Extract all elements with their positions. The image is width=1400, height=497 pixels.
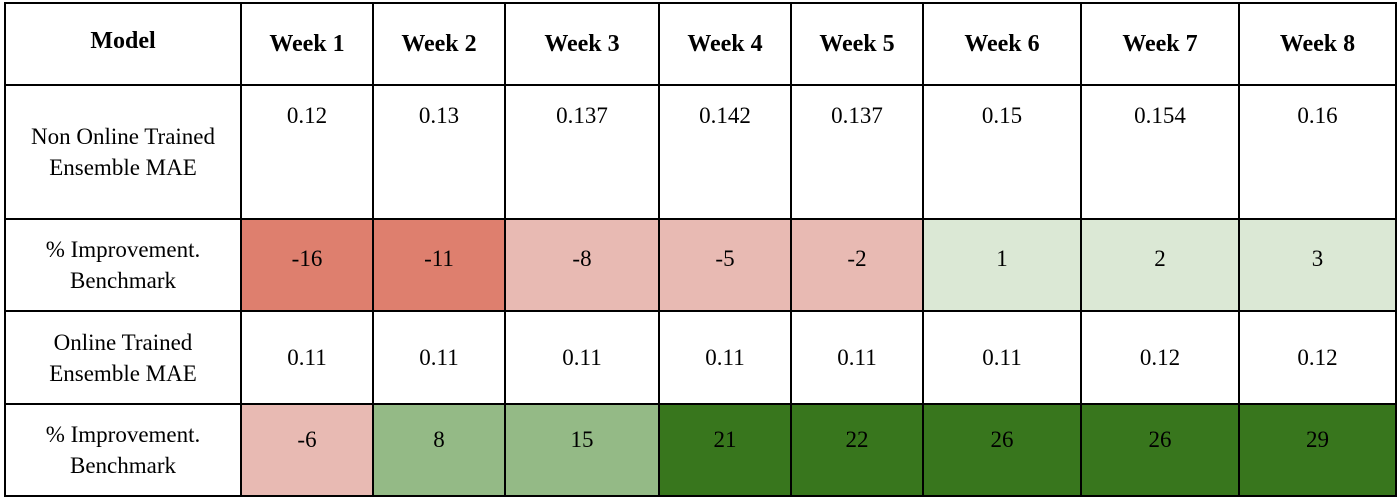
table-cell: 1 bbox=[922, 218, 1082, 312]
table-cell: 8 bbox=[372, 403, 506, 497]
table-cell: -5 bbox=[658, 218, 792, 312]
header-cell-week-2: Week 2 bbox=[372, 2, 506, 86]
table-cell: 0.11 bbox=[658, 310, 792, 405]
table-cell: -2 bbox=[790, 218, 924, 312]
table-cell: 0.12 bbox=[240, 84, 374, 220]
table-row-improvement-non-online: % Improvement. Benchmark -16 -11 -8 -5 -… bbox=[4, 218, 1397, 312]
table-cell: 0.15 bbox=[922, 84, 1082, 220]
row-label: % Improvement. Benchmark bbox=[4, 218, 242, 312]
table-cell: 0.11 bbox=[372, 310, 506, 405]
results-table: Model Week 1 Week 2 Week 3 Week 4 Week 5… bbox=[4, 2, 1397, 497]
header-cell-week-6: Week 6 bbox=[922, 2, 1082, 86]
table-cell: 21 bbox=[658, 403, 792, 497]
table-cell: -16 bbox=[240, 218, 374, 312]
table-row-improvement-online: % Improvement. Benchmark -6 8 15 21 22 2… bbox=[4, 403, 1397, 497]
table-cell: 0.13 bbox=[372, 84, 506, 220]
header-cell-model: Model bbox=[4, 2, 242, 86]
table-cell: 26 bbox=[1080, 403, 1240, 497]
table-cell: 0.154 bbox=[1080, 84, 1240, 220]
header-cell-week-8: Week 8 bbox=[1238, 2, 1397, 86]
table-cell: 0.11 bbox=[790, 310, 924, 405]
table-row-non-online-mae: Non Online Trained Ensemble MAE 0.12 0.1… bbox=[4, 84, 1397, 220]
table-cell: 0.137 bbox=[790, 84, 924, 220]
table-cell: 0.11 bbox=[504, 310, 660, 405]
table-cell: -11 bbox=[372, 218, 506, 312]
table-row-online-mae: Online Trained Ensemble MAE 0.11 0.11 0.… bbox=[4, 310, 1397, 405]
header-cell-week-1: Week 1 bbox=[240, 2, 374, 86]
header-cell-week-3: Week 3 bbox=[504, 2, 660, 86]
table-cell: 2 bbox=[1080, 218, 1240, 312]
table-cell: 22 bbox=[790, 403, 924, 497]
table-cell: 15 bbox=[504, 403, 660, 497]
table-cell: 0.16 bbox=[1238, 84, 1397, 220]
row-label: % Improvement. Benchmark bbox=[4, 403, 242, 497]
table-cell: 29 bbox=[1238, 403, 1397, 497]
header-cell-week-5: Week 5 bbox=[790, 2, 924, 86]
row-label: Non Online Trained Ensemble MAE bbox=[4, 84, 242, 220]
table-cell: 0.137 bbox=[504, 84, 660, 220]
table-cell: -6 bbox=[240, 403, 374, 497]
table-cell: -8 bbox=[504, 218, 660, 312]
header-cell-week-4: Week 4 bbox=[658, 2, 792, 86]
table-cell: 0.11 bbox=[240, 310, 374, 405]
table-cell: 0.12 bbox=[1238, 310, 1397, 405]
table-cell: 0.12 bbox=[1080, 310, 1240, 405]
header-cell-week-7: Week 7 bbox=[1080, 2, 1240, 86]
table-cell: 0.142 bbox=[658, 84, 792, 220]
row-label: Online Trained Ensemble MAE bbox=[4, 310, 242, 405]
table-cell: 3 bbox=[1238, 218, 1397, 312]
header-row: Model Week 1 Week 2 Week 3 Week 4 Week 5… bbox=[4, 2, 1397, 86]
table-cell: 26 bbox=[922, 403, 1082, 497]
table-cell: 0.11 bbox=[922, 310, 1082, 405]
